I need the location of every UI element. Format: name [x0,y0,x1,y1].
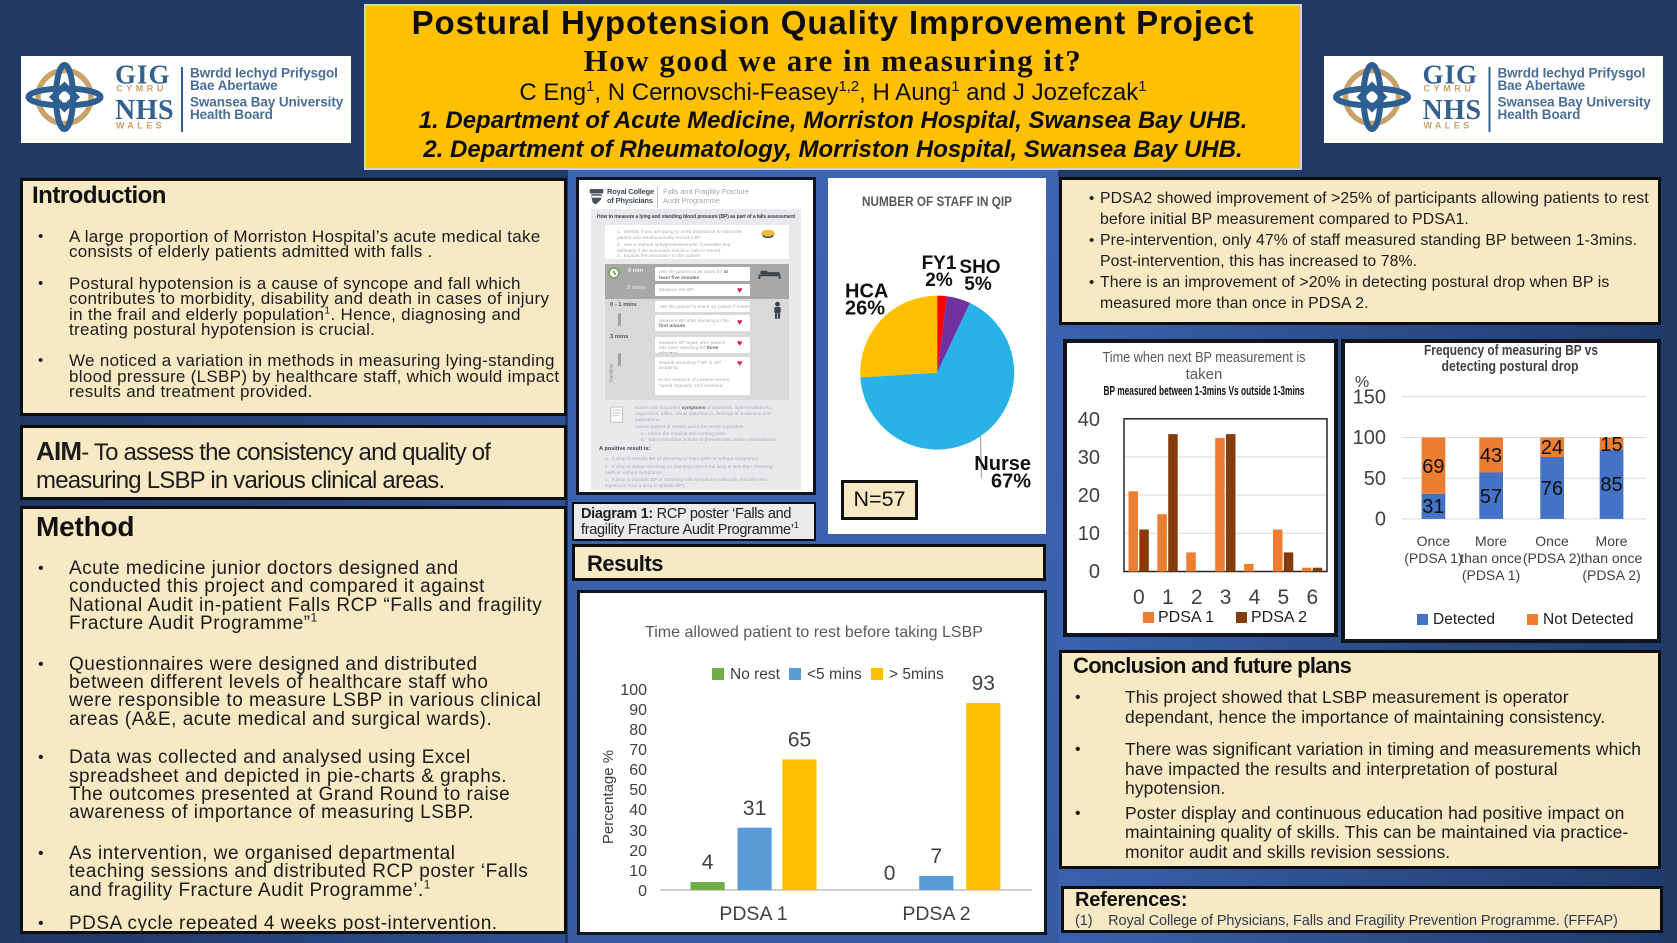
svg-text:2%: 2% [925,270,953,291]
svg-text:1: 1 [1162,586,1174,609]
svg-text:67%: 67% [991,471,1031,493]
svg-text:5%: 5% [964,274,992,295]
svg-text:(PDSA 2): (PDSA 2) [1582,567,1640,583]
svg-text:Not Detected: Not Detected [1543,611,1633,628]
svg-text:90: 90 [629,702,647,719]
svg-text:(PDSA 1): (PDSA 1) [1404,550,1462,566]
svg-text:Time allowed patient to rest b: Time allowed patient to rest before taki… [645,624,983,641]
svg-text:Nurse: Nurse [974,453,1031,475]
svg-text:Once: Once [1417,533,1451,549]
svg-text:7: 7 [930,845,942,868]
svg-text:More: More [1596,533,1628,549]
svg-text:(PDSA 2): (PDSA 2) [1523,550,1581,566]
svg-text:4: 4 [702,851,714,874]
svg-text:0: 0 [1133,586,1145,609]
svg-text:10: 10 [629,863,647,880]
svg-text:PDSA 1: PDSA 1 [719,903,787,925]
svg-text:60: 60 [629,762,647,779]
svg-text:93: 93 [972,672,995,695]
svg-text:Percentage %: Percentage % [600,750,617,844]
svg-text:31: 31 [743,797,766,820]
svg-text:FY1: FY1 [922,253,957,274]
svg-text:30: 30 [1078,447,1100,469]
svg-text:5: 5 [1278,586,1290,609]
svg-text:43: 43 [1480,445,1502,467]
svg-text:50: 50 [629,782,647,799]
svg-text:No rest: No rest [730,666,781,683]
svg-text:More: More [1475,533,1507,549]
svg-text:150: 150 [1353,387,1386,409]
svg-text:0: 0 [884,862,896,885]
svg-text:31: 31 [1422,496,1444,518]
svg-text:76: 76 [1541,478,1563,500]
svg-text:80: 80 [629,722,647,739]
svg-text:65: 65 [788,729,811,752]
svg-text:50: 50 [1364,468,1386,490]
svg-text:10: 10 [1078,523,1100,545]
svg-text:Once: Once [1535,533,1569,549]
svg-text:NUMBER OF STAFF IN QIP: NUMBER OF STAFF IN QIP [862,194,1012,209]
svg-text:0: 0 [1375,509,1386,531]
svg-text:Frequency of measuring BP vs: Frequency of measuring BP vs [1424,343,1598,359]
svg-text:SHO: SHO [959,257,1000,278]
svg-text:detecting postural drop: detecting postural drop [1442,358,1579,375]
svg-text:0: 0 [1089,561,1100,583]
svg-text:40: 40 [1078,409,1100,431]
svg-text:24: 24 [1541,437,1563,459]
svg-text:<5 mins: <5 mins [807,666,862,683]
svg-text:3: 3 [1220,586,1232,609]
svg-text:Time when next BP measurement: Time when next BP measurement is [1103,349,1306,366]
svg-text:4: 4 [1249,586,1261,609]
svg-text:%: % [1355,374,1369,391]
svg-text:PDSA 2: PDSA 2 [902,903,970,925]
svg-text:than once: than once [1581,550,1643,566]
svg-text:20: 20 [629,843,647,860]
svg-text:15: 15 [1600,434,1622,456]
svg-text:taken: taken [1186,366,1223,383]
svg-text:0: 0 [638,883,647,900]
svg-text:40: 40 [629,802,647,819]
svg-text:20: 20 [1078,485,1100,507]
svg-text:PDSA 2: PDSA 2 [1251,609,1307,626]
svg-text:PDSA 1: PDSA 1 [1158,609,1214,626]
svg-text:100: 100 [620,682,647,699]
svg-text:69: 69 [1422,456,1444,478]
svg-text:> 5mins: > 5mins [889,666,944,683]
svg-text:2: 2 [1191,586,1203,609]
svg-text:57: 57 [1480,486,1502,508]
svg-text:HCA: HCA [845,281,888,303]
svg-text:(PDSA 1): (PDSA 1) [1462,567,1520,583]
svg-text:BP measured between 1-3mins Vs: BP measured between 1-3mins Vs outside 1… [1104,383,1305,398]
svg-text:Detected: Detected [1433,611,1495,628]
svg-text:85: 85 [1600,474,1622,496]
svg-text:100: 100 [1353,427,1386,449]
svg-text:than once: than once [1460,550,1522,566]
svg-text:30: 30 [629,823,647,840]
svg-text:6: 6 [1306,586,1318,609]
svg-text:26%: 26% [845,298,885,320]
svg-text:70: 70 [629,742,647,759]
